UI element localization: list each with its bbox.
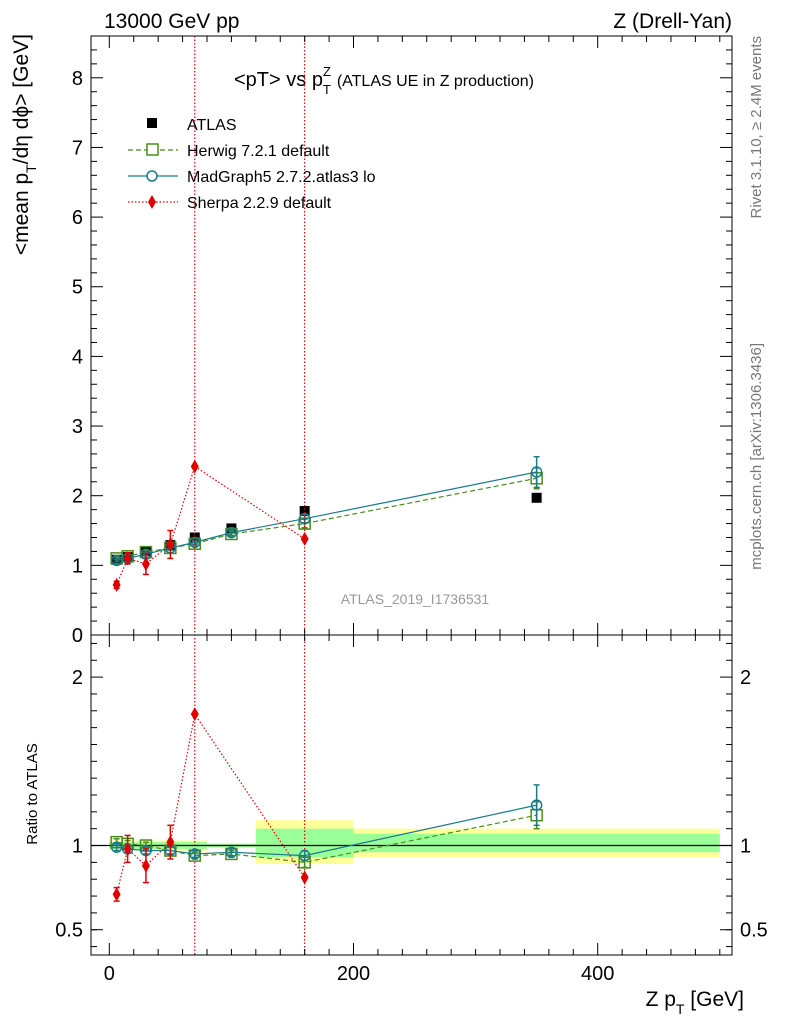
legend: ATLAS Herwig 7.2.1 default MadGraph5 2.7…: [128, 117, 376, 212]
ratio-sherpa-point: [190, 707, 199, 722]
main-sherpa-point: [190, 459, 199, 474]
ratio-madgraph-point: [189, 848, 201, 860]
main-ytick-label: 3: [72, 416, 83, 438]
main-panel: [110, 36, 543, 955]
main-sherpa-point: [166, 537, 175, 552]
ratio-madgraph-point: [110, 841, 123, 853]
main-ytick-label: 0: [72, 625, 83, 647]
legend-madgraph-marker: [146, 170, 158, 182]
main-ytick-label: 6: [72, 207, 83, 229]
xtick-label: 0: [104, 963, 115, 985]
main-ytick-label: 1: [72, 555, 83, 577]
legend-sherpa: Sherpa 2.2.9 default: [187, 195, 332, 212]
ratio-sherpa-line: [116, 712, 306, 895]
main-herwig-line: [116, 477, 537, 559]
xtick-label: 200: [337, 963, 370, 985]
ratio-sherpa-point: [112, 887, 121, 902]
main-sherpa-point: [141, 556, 150, 571]
main-madgraph-point: [530, 466, 543, 478]
main-atlas-point: [299, 506, 310, 517]
ratio-ytick-label-right: 1: [740, 836, 751, 858]
ratio-ytick-label-right: 2: [740, 667, 751, 689]
x-axis-label: Z pT [GeV]: [646, 988, 744, 1017]
watermark: ATLAS_2019_I1736531: [341, 591, 490, 607]
main-atlas-point: [531, 492, 542, 503]
ratio-sherpa-point: [141, 858, 150, 873]
ratio-herwig-line: [116, 814, 537, 863]
ratio-sherpa-point: [300, 870, 309, 885]
main-title: <pT> vs pZ T (ATLAS UE in Z production): [234, 64, 534, 97]
ratio-sherpa-point: [166, 835, 175, 850]
main-madgraph-point: [110, 554, 123, 567]
main-sherpa-point: [123, 551, 132, 566]
legend-herwig: Herwig 7.2.1 default: [187, 143, 330, 160]
main-ytick-label: 7: [72, 137, 83, 159]
main-ytick-label: 5: [72, 277, 83, 299]
legend-madgraph: MadGraph5 2.7.2.atlas3 lo: [187, 169, 376, 186]
ratio-madgraph-point: [298, 849, 311, 862]
ratio-ylabel: Ratio to ATLAS: [24, 743, 41, 844]
main-sherpa-line: [116, 465, 305, 586]
main-sherpa-point: [112, 577, 121, 592]
ratio-bands: [109, 820, 720, 865]
ratio-madgraph-point: [530, 799, 543, 811]
legend-herwig-marker: [146, 143, 159, 156]
legend-atlas-marker: [147, 118, 157, 128]
main-ytick-label: 8: [72, 68, 83, 90]
main-ytick-label: 4: [72, 346, 83, 368]
ratio-panel: [91, 707, 732, 902]
ratio-ytick-label: 1: [72, 836, 83, 858]
main-sherpa-point: [300, 531, 309, 546]
header-left: 13000 GeV pp: [104, 10, 239, 33]
ratio-ytick-label: 0.5: [55, 920, 83, 942]
rivet-label: Rivet 3.1.10, ≥ 2.4M events: [748, 36, 765, 219]
ratio-madgraph-point: [225, 846, 238, 859]
band-green: [353, 833, 720, 853]
ratio-sherpa-point: [123, 841, 132, 856]
xtick-label: 400: [581, 963, 614, 985]
ratio-ytick-label: 2: [72, 667, 83, 689]
header-right: Z (Drell-Yan): [613, 10, 732, 33]
main-ytick-label: 2: [72, 486, 83, 508]
legend-sherpa-marker: [148, 195, 156, 209]
mcplots-label: mcplots.cern.ch [arXiv:1306.3436]: [748, 343, 765, 570]
ratio-ytick-label-right: 0.5: [740, 920, 768, 942]
main-ylabel: <mean pT/dη dϕ> [GeV]: [10, 34, 39, 255]
main-madgraph-point: [225, 526, 238, 539]
ratio-frame: [90, 634, 733, 956]
legend-atlas: ATLAS: [187, 117, 237, 134]
axis-ticks: 0 1 2 3 4 5 6 7 8 0 200 400 0.5 0.5 1 1 2 2: [55, 36, 768, 985]
